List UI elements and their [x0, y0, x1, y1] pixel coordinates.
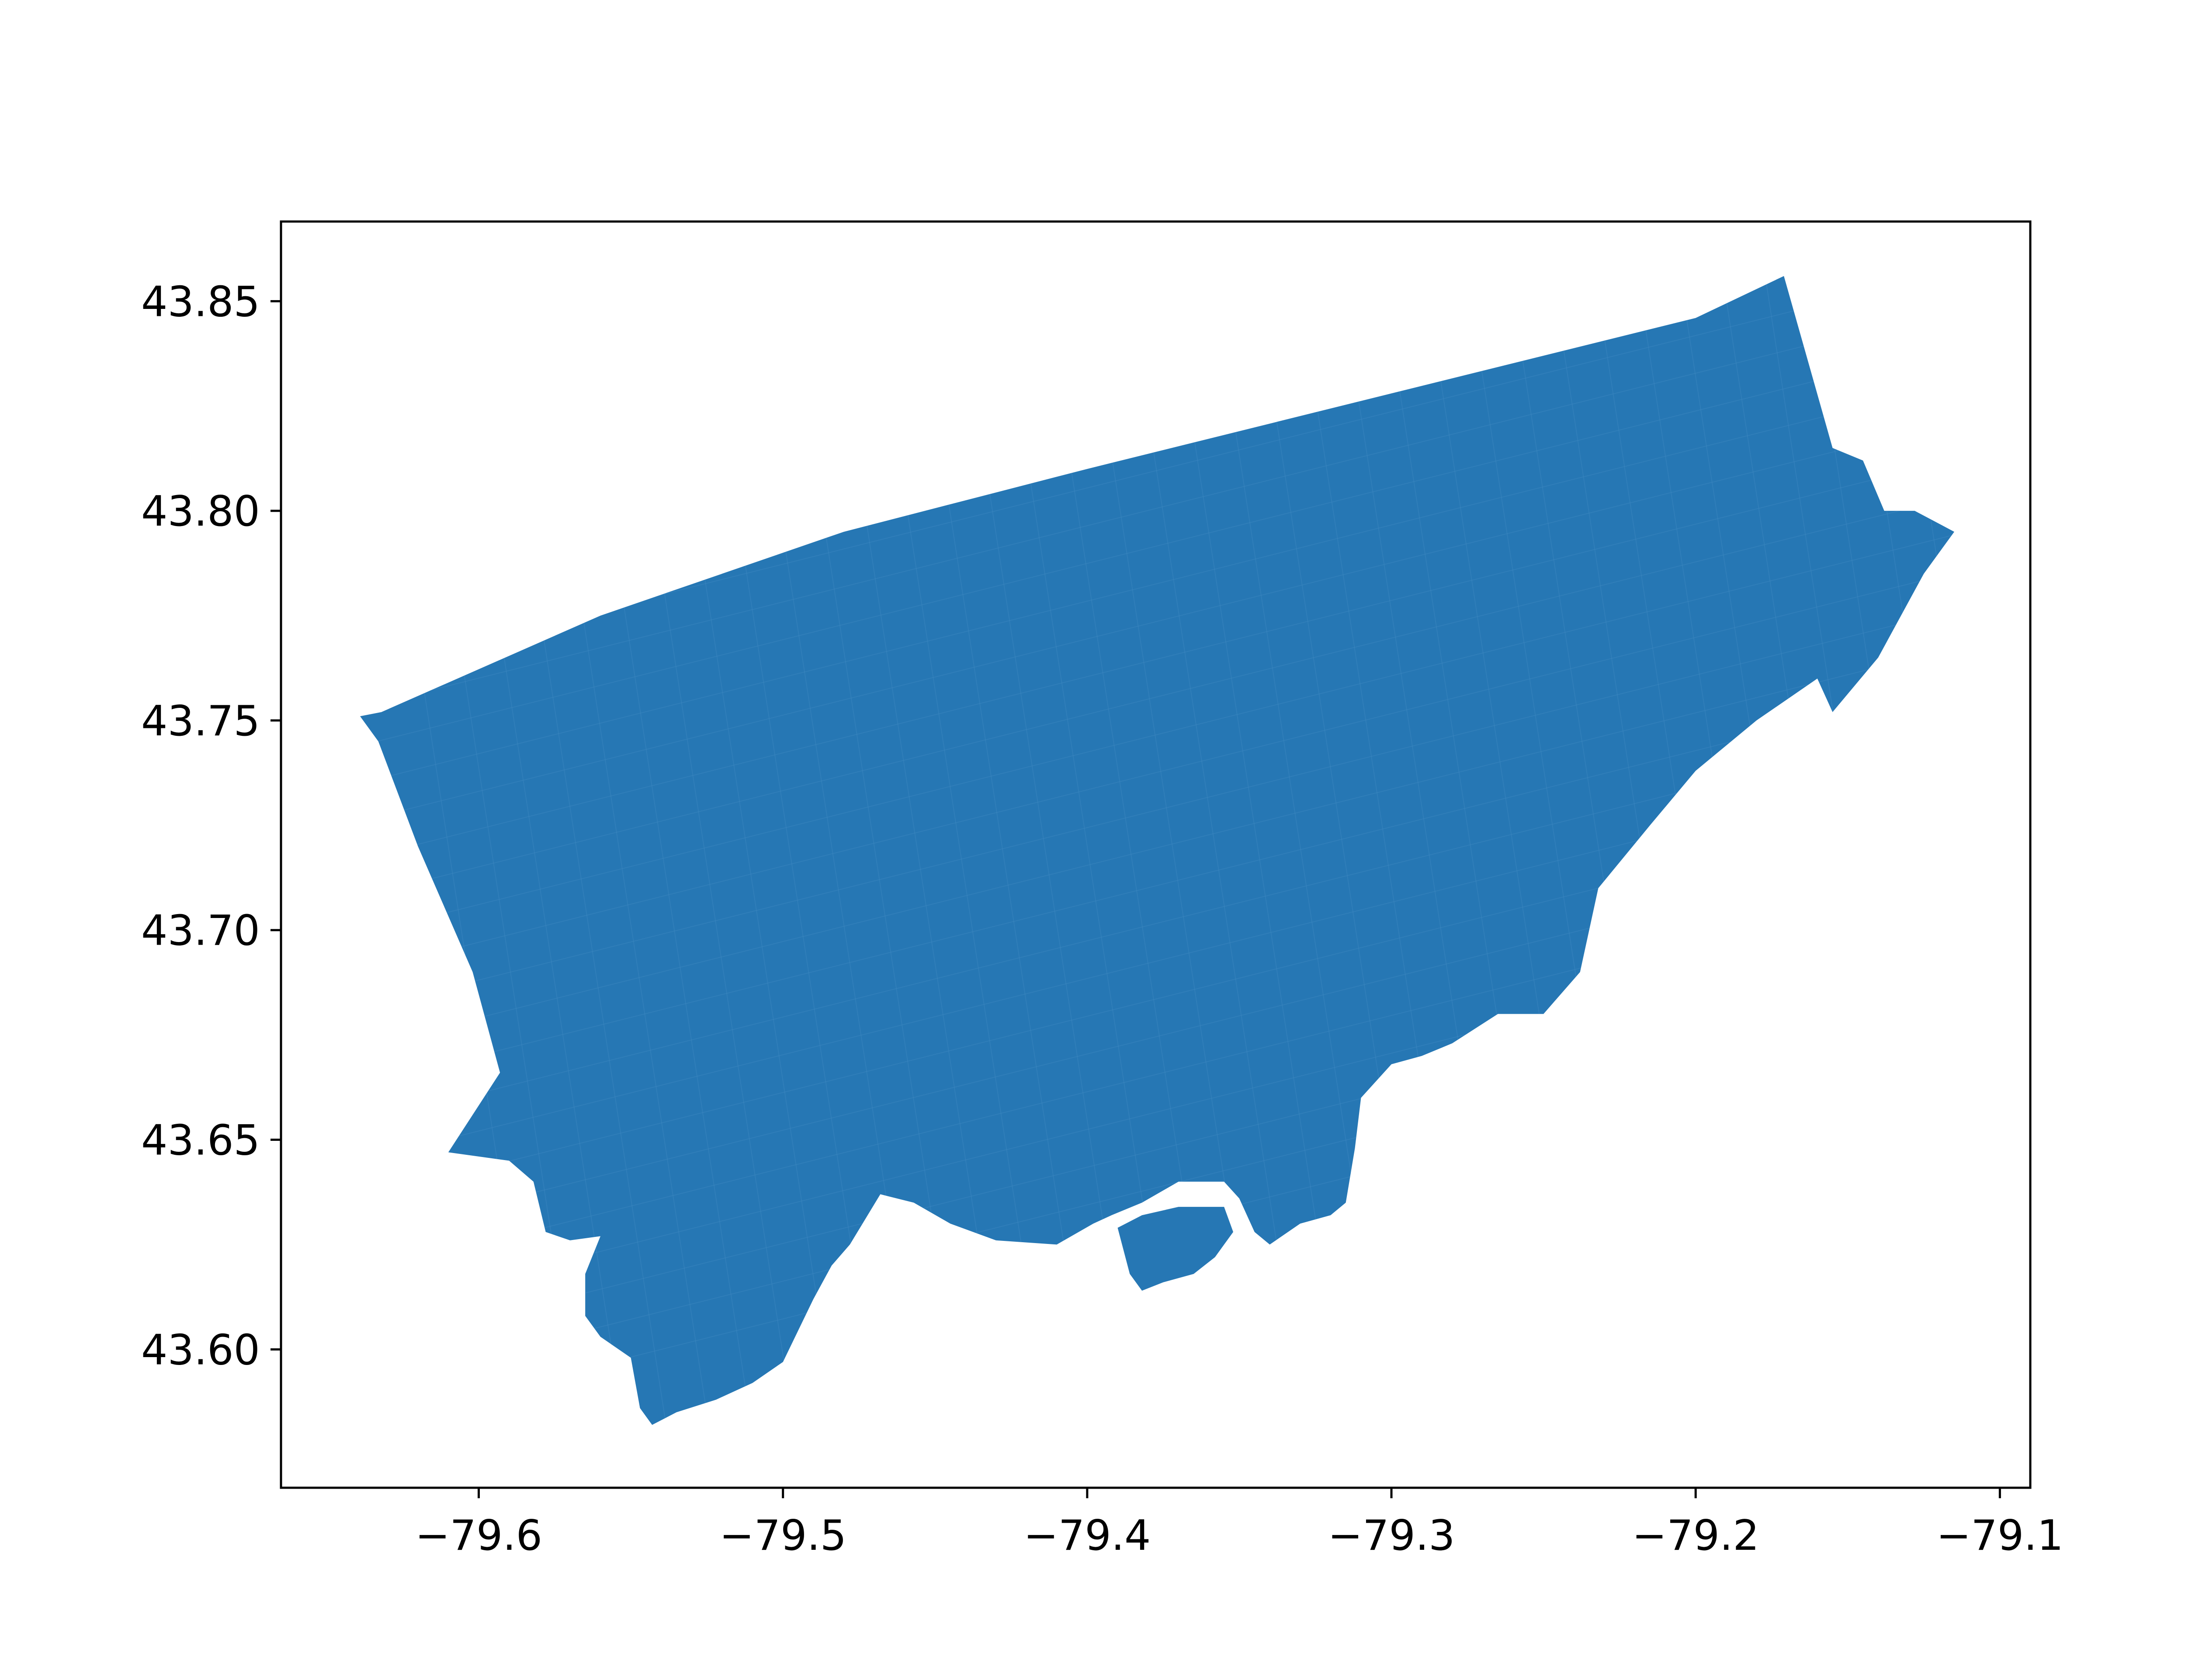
internal-boundary-line	[1804, 276, 1954, 1425]
internal-boundary-line	[1976, 259, 2158, 1433]
x-tick-label: −79.3	[1328, 1512, 1455, 1560]
internal-boundary-line	[360, 296, 1954, 717]
internal-boundary-line	[360, 523, 1954, 943]
island-polygon	[1117, 1207, 1233, 1291]
x-axis: −79.6 −79.5 −79.4 −79.3 −79.2 −79.1	[415, 1488, 2064, 1560]
internal-boundary-line	[1847, 276, 1954, 1425]
internal-boundary-line	[360, 636, 1954, 1056]
internal-boundary-line	[360, 598, 1954, 1019]
internal-boundary-line	[360, 409, 1954, 830]
internal-boundary-line	[1890, 276, 1954, 1425]
x-tick-label: −79.1	[1936, 1512, 2064, 1560]
internal-boundary-line	[1123, 276, 1307, 1425]
x-tick-label: −79.5	[719, 1512, 846, 1560]
y-axis: 43.60 43.65 43.70 43.75 43.80 43.85	[141, 278, 281, 1374]
x-tick-label: −79.2	[1632, 1512, 1759, 1560]
internal-boundary-line	[360, 674, 1954, 1094]
internal-boundary-line	[360, 372, 1954, 793]
map-shapes	[360, 276, 1954, 1425]
internal-boundary-line	[360, 276, 1954, 339]
y-tick-label: 43.85	[141, 278, 260, 326]
internal-boundary-line	[360, 334, 1954, 755]
axes-frame	[280, 220, 2032, 1489]
y-tick-label: 43.80	[141, 488, 260, 536]
internal-boundary-line	[360, 485, 1954, 906]
x-tick-label: −79.4	[1023, 1512, 1151, 1560]
city-boundary-polygon	[360, 276, 1954, 1425]
y-tick-label: 43.60	[141, 1326, 260, 1374]
internal-boundary-line	[360, 447, 1954, 868]
internal-boundary-line	[360, 561, 1954, 981]
internal-boundary-line	[1932, 276, 1954, 1425]
y-tick-label: 43.75	[141, 697, 260, 745]
y-tick-label: 43.70	[141, 907, 260, 955]
internal-boundary-line	[2018, 259, 2185, 1433]
x-tick-label: −79.6	[415, 1512, 542, 1560]
internal-boundary-line	[1762, 276, 1946, 1425]
y-tick-label: 43.65	[141, 1117, 260, 1165]
